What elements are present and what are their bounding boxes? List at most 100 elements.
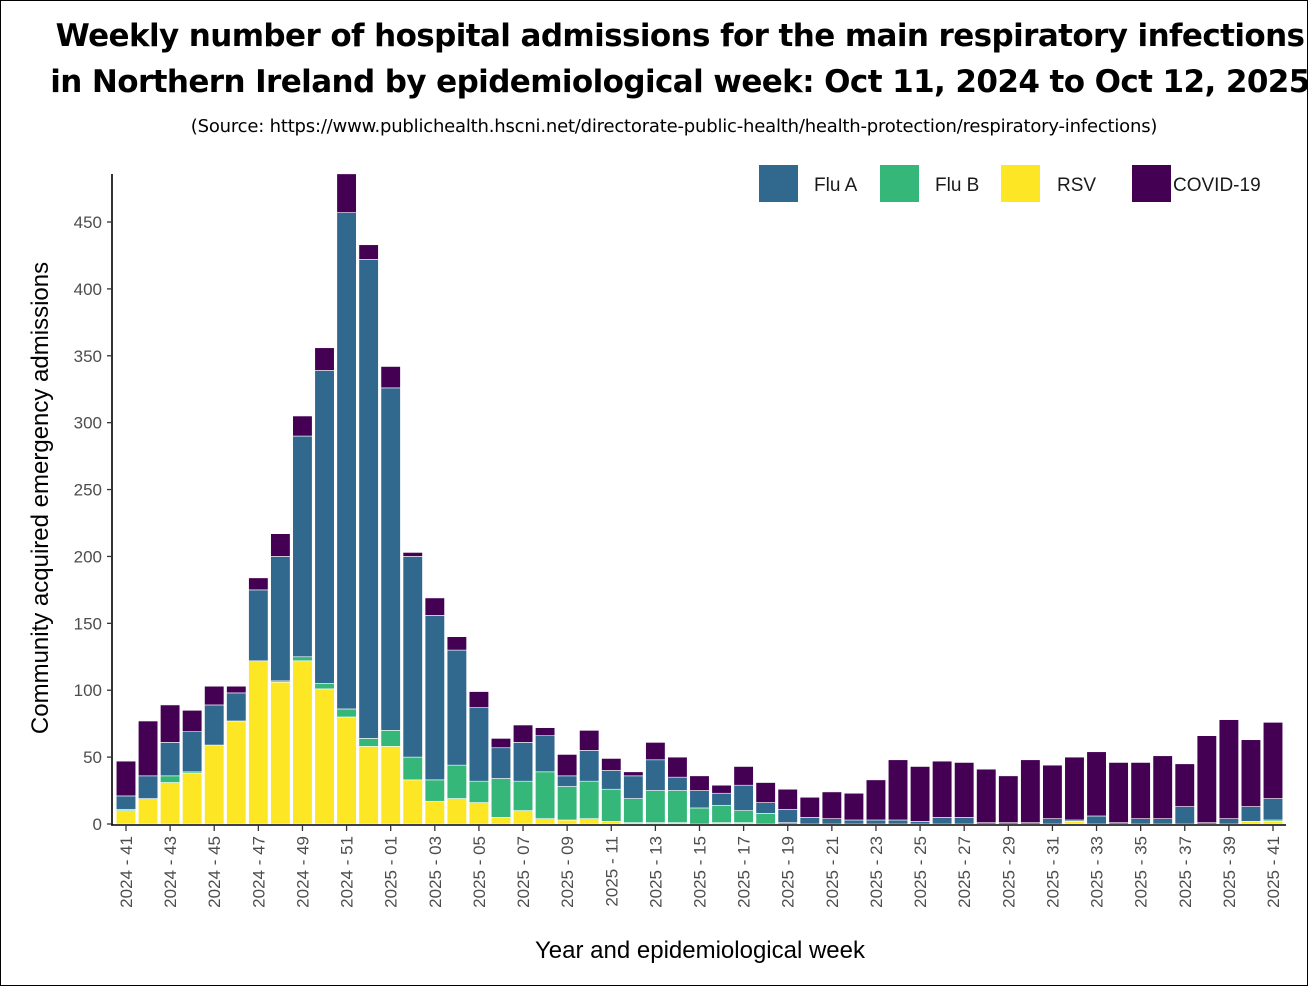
bar-covid-19 [843, 792, 864, 821]
bar-flu-a [645, 759, 666, 791]
bar-covid-19 [1064, 756, 1085, 821]
bar-covid-19 [226, 685, 247, 694]
bar-flu-b [490, 778, 512, 818]
bar-covid-19 [887, 759, 909, 821]
bar-covid-19 [1262, 722, 1284, 799]
x-tick-label: 2025 - 23 [867, 836, 886, 908]
bar-rsv [402, 779, 423, 825]
bar-rsv [314, 688, 335, 825]
y-tick-label: 300 [74, 414, 102, 433]
bar-flu-b [380, 730, 401, 747]
bar-flu-a [689, 790, 710, 809]
bar-covid-19 [1240, 739, 1261, 807]
bar-covid-19 [468, 691, 489, 708]
x-tick-label: 2025 - 19 [779, 836, 798, 908]
bar-covid-19 [865, 779, 887, 821]
bar-flu-a [314, 370, 335, 684]
bar-covid-19 [1108, 762, 1129, 823]
legend-swatch-flu-b [880, 165, 919, 202]
bar-covid-19 [490, 738, 512, 749]
bar-flu-b [601, 788, 622, 822]
bar-covid-19 [1042, 764, 1063, 819]
bar-flu-b [733, 810, 754, 823]
bar-flu-a [755, 802, 776, 814]
bar-flu-a [535, 735, 556, 773]
bar-rsv [182, 772, 203, 825]
bar-rsv [226, 720, 247, 825]
legend-label: Flu A [814, 175, 858, 196]
x-tick-label: 2025 - 37 [1176, 836, 1195, 908]
bar-flu-a [711, 792, 732, 806]
bar-rsv [270, 681, 291, 825]
bar-rsv [115, 810, 137, 825]
bar-flu-b [424, 779, 445, 802]
bar-rsv [557, 819, 578, 825]
bar-covid-19 [402, 552, 423, 557]
bar-covid-19 [535, 727, 556, 737]
bar-flu-a [380, 387, 401, 731]
bar-rsv [1262, 821, 1284, 825]
bar-flu-b [623, 798, 644, 823]
bar-rsv [248, 660, 269, 825]
bar-covid-19 [336, 173, 357, 213]
legend-label: RSV [1057, 175, 1096, 196]
bar-flu-a [204, 704, 225, 746]
y-tick-label: 100 [74, 681, 102, 700]
bar-covid-19 [579, 730, 600, 751]
bar-covid-19 [204, 685, 225, 706]
x-tick-label: 2025 - 29 [999, 836, 1018, 908]
bar-flu-a [402, 556, 423, 758]
bar-rsv [490, 817, 512, 825]
bar-covid-19 [446, 636, 467, 651]
bar-covid-19 [248, 577, 269, 591]
bar-flu-a [557, 775, 578, 787]
y-axis-title: Community acquired emergency admissions [27, 262, 54, 734]
bar-flu-b [667, 790, 688, 823]
bar-flu-b [557, 786, 578, 821]
bar-rsv [138, 798, 159, 825]
bar-covid-19 [755, 782, 776, 803]
x-tick-label: 2024 - 47 [249, 836, 268, 908]
bar-covid-19 [910, 766, 931, 822]
bar-covid-19 [733, 766, 754, 786]
bar-rsv [160, 782, 181, 825]
bar-covid-19 [623, 771, 644, 777]
legend-swatch-flu-a [759, 165, 798, 202]
bar-flu-a [490, 747, 512, 779]
bar-flu-a [865, 819, 887, 825]
bar-flu-a [468, 707, 489, 782]
x-tick-label: 2025 - 11 [602, 836, 621, 907]
bar-flu-a [1086, 815, 1107, 825]
bar-covid-19 [314, 347, 335, 371]
bar-flu-b [579, 780, 600, 819]
bar-flu-a [115, 795, 137, 810]
chart-source: (Source: https://www.publichealth.hscni.… [190, 116, 1158, 137]
bar-flu-a [1174, 806, 1195, 825]
bar-covid-19 [711, 784, 732, 794]
x-tick-label: 2025 - 41 [1264, 836, 1283, 908]
bar-covid-19 [380, 366, 401, 389]
y-tick-label: 450 [74, 213, 102, 232]
legend-swatch-covid-19 [1132, 165, 1171, 202]
bar-covid-19 [160, 704, 181, 743]
bar-flu-a [1262, 798, 1284, 821]
bar-flu-a [733, 784, 754, 811]
bar-flu-a [843, 819, 864, 825]
chart-title-line-1: Weekly number of hospital admissions for… [55, 18, 1305, 54]
bar-rsv [1240, 821, 1261, 825]
bar-flu-a [623, 775, 644, 799]
bar-rsv [380, 746, 401, 825]
bar-covid-19 [358, 244, 379, 260]
y-tick-label: 350 [74, 347, 102, 366]
bar-covid-19 [954, 762, 975, 818]
bar-rsv [336, 716, 357, 825]
x-tick-label: 2024 - 49 [293, 836, 312, 908]
bar-covid-19 [1086, 751, 1107, 817]
bar-flu-a [358, 259, 379, 739]
bar-covid-19 [976, 768, 997, 823]
bar-flu-b [402, 756, 423, 781]
bar-covid-19 [1152, 755, 1173, 819]
x-tick-label: 2024 - 45 [205, 836, 224, 908]
bar-covid-19 [777, 788, 798, 810]
bar-rsv [579, 818, 600, 825]
